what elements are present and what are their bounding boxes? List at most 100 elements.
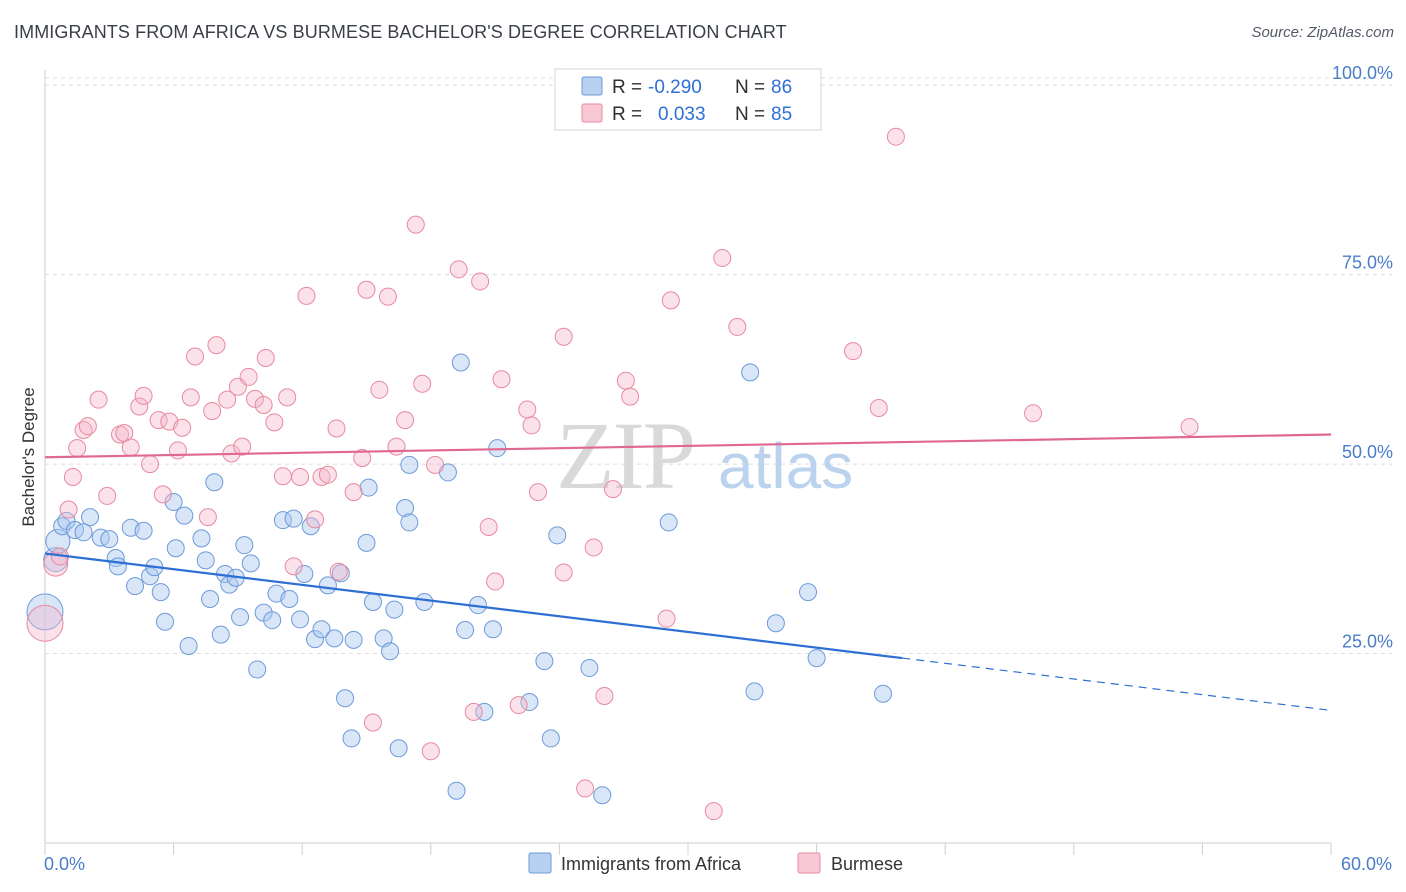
point-burmese bbox=[728, 317, 747, 336]
point-africa bbox=[325, 629, 344, 648]
point-burmese bbox=[344, 483, 363, 502]
point-burmese bbox=[26, 604, 64, 642]
point-africa bbox=[100, 530, 119, 549]
point-burmese bbox=[59, 500, 78, 519]
trend-line-burmese bbox=[44, 433, 1332, 459]
series-swatch-africa bbox=[528, 852, 552, 874]
point-burmese bbox=[492, 370, 511, 389]
point-burmese bbox=[406, 215, 425, 234]
y-tick-label: 50.0% bbox=[1342, 442, 1393, 462]
point-africa bbox=[385, 600, 404, 619]
point-burmese bbox=[218, 390, 237, 409]
point-africa bbox=[164, 492, 183, 511]
point-burmese bbox=[327, 419, 346, 438]
point-africa bbox=[166, 539, 185, 558]
point-africa bbox=[241, 554, 260, 573]
point-africa bbox=[295, 564, 314, 583]
y-tick-label: 75.0% bbox=[1342, 253, 1393, 273]
point-burmese bbox=[413, 374, 432, 393]
point-africa bbox=[179, 636, 198, 655]
point-burmese bbox=[713, 248, 732, 267]
point-africa bbox=[263, 611, 282, 630]
point-burmese bbox=[284, 557, 303, 576]
point-africa bbox=[381, 642, 400, 661]
point-burmese bbox=[198, 508, 217, 527]
point-burmese bbox=[449, 260, 468, 279]
legend-r-value-burmese: 0.033 bbox=[658, 104, 706, 125]
point-burmese bbox=[603, 480, 622, 499]
point-burmese bbox=[584, 538, 603, 557]
point-burmese bbox=[396, 411, 415, 430]
point-burmese bbox=[186, 347, 205, 366]
point-burmese bbox=[181, 388, 200, 407]
series-swatch-burmese bbox=[797, 852, 821, 874]
point-burmese bbox=[297, 286, 316, 305]
point-burmese bbox=[616, 371, 635, 390]
point-burmese bbox=[869, 398, 888, 417]
point-africa bbox=[175, 506, 194, 525]
point-burmese bbox=[89, 390, 108, 409]
x-tick-label-min: 0.0% bbox=[44, 854, 85, 874]
point-burmese bbox=[509, 696, 528, 715]
legend-n-label-burmese: N = bbox=[735, 104, 765, 125]
point-burmese bbox=[173, 418, 192, 437]
point-burmese bbox=[254, 395, 273, 414]
point-burmese bbox=[704, 802, 723, 821]
point-burmese bbox=[306, 510, 325, 529]
point-burmese bbox=[168, 441, 187, 460]
legend-r-label-africa: R = bbox=[612, 77, 642, 98]
point-africa bbox=[541, 729, 560, 748]
point-africa bbox=[400, 513, 419, 532]
point-burmese bbox=[134, 386, 153, 405]
x-axis-ticks bbox=[44, 843, 1332, 855]
point-africa bbox=[363, 593, 382, 612]
point-africa bbox=[400, 455, 419, 474]
point-burmese bbox=[387, 437, 406, 456]
point-africa bbox=[745, 682, 764, 701]
y-tick-label: 25.0% bbox=[1342, 632, 1393, 652]
point-africa bbox=[451, 353, 470, 372]
point-africa bbox=[192, 529, 211, 548]
point-africa bbox=[520, 693, 539, 712]
legend-r-label-burmese: R = bbox=[612, 104, 642, 125]
point-africa bbox=[280, 589, 299, 608]
point-burmese bbox=[378, 287, 397, 306]
legend-n-value-burmese: 85 bbox=[771, 104, 792, 125]
point-africa bbox=[483, 620, 502, 639]
point-africa bbox=[248, 660, 267, 679]
point-africa bbox=[156, 612, 175, 631]
point-burmese bbox=[886, 127, 905, 146]
point-burmese bbox=[233, 437, 252, 456]
point-africa bbox=[659, 513, 678, 532]
point-burmese bbox=[576, 779, 595, 798]
y-tick-label: 100.0% bbox=[1332, 63, 1393, 83]
point-africa bbox=[151, 583, 170, 602]
point-africa bbox=[799, 583, 818, 602]
point-africa bbox=[108, 557, 127, 576]
legend-r-value-africa: -0.290 bbox=[648, 77, 702, 98]
point-burmese bbox=[203, 402, 222, 421]
legend-swatch-africa bbox=[581, 76, 603, 96]
point-burmese bbox=[1180, 417, 1199, 436]
point-africa bbox=[201, 589, 220, 608]
point-burmese bbox=[661, 291, 680, 310]
point-africa bbox=[291, 610, 310, 629]
point-africa bbox=[306, 630, 325, 649]
series-label-africa: Immigrants from Africa bbox=[561, 854, 742, 874]
point-burmese bbox=[471, 272, 490, 291]
point-burmese bbox=[370, 380, 389, 399]
point-africa bbox=[447, 781, 466, 800]
point-burmese bbox=[153, 485, 172, 504]
point-burmese bbox=[63, 467, 82, 486]
point-burmese bbox=[130, 397, 149, 416]
point-burmese bbox=[522, 416, 541, 435]
point-africa bbox=[126, 577, 145, 596]
point-africa bbox=[74, 523, 93, 542]
point-africa bbox=[766, 614, 785, 633]
point-burmese bbox=[1024, 404, 1043, 423]
point-burmese bbox=[265, 413, 284, 432]
point-burmese bbox=[318, 465, 337, 484]
legend-swatch-burmese bbox=[581, 103, 603, 123]
point-burmese bbox=[273, 467, 292, 486]
y-axis-tick-labels: 25.0% 50.0% 75.0% 100.0% bbox=[1332, 63, 1393, 651]
